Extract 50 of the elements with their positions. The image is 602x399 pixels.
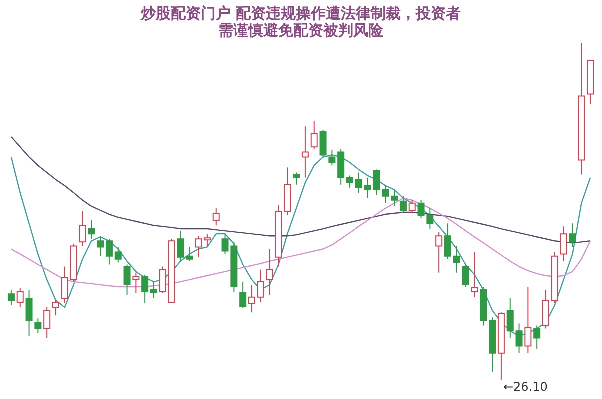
candlestick xyxy=(106,238,113,266)
candlestick xyxy=(16,288,24,308)
candlestick xyxy=(408,200,416,214)
candlestick xyxy=(8,290,15,306)
candlestick xyxy=(471,252,478,298)
candlestick xyxy=(124,264,131,296)
candlestick xyxy=(310,121,318,150)
candlestick xyxy=(462,264,470,288)
candlestick xyxy=(97,236,104,257)
candlestick xyxy=(132,272,140,294)
candlestick xyxy=(88,220,96,240)
candlestick xyxy=(114,246,122,264)
candlestick xyxy=(382,185,390,204)
candlestick xyxy=(524,286,532,354)
candlestick xyxy=(444,223,452,260)
candlestick xyxy=(248,284,256,314)
candlestick xyxy=(293,172,300,186)
candlestick xyxy=(320,129,327,158)
candlestick xyxy=(391,190,398,207)
candlestick xyxy=(195,236,202,258)
candlestick xyxy=(142,274,149,304)
candlestick xyxy=(328,150,336,166)
candlestick xyxy=(516,323,523,354)
candlestick xyxy=(150,281,158,299)
candlestick xyxy=(212,208,220,226)
candlestick xyxy=(302,126,309,178)
candlestick xyxy=(34,318,42,334)
candlestick xyxy=(569,223,576,248)
candlestick xyxy=(79,211,86,247)
candlestick xyxy=(186,246,194,262)
candlestick xyxy=(177,230,184,262)
candlestick xyxy=(436,232,443,274)
candlestick xyxy=(204,234,211,248)
candlestick xyxy=(52,300,60,316)
candlestick xyxy=(534,325,541,350)
candlestick xyxy=(61,266,68,304)
candlestick xyxy=(400,196,407,214)
chart-title: 炒股配资门户 配资违规操作遭法律制裁，投资者需谨慎避免配资被判风险 xyxy=(140,4,462,40)
candlestick xyxy=(506,298,514,339)
annotation: ←26.10 xyxy=(503,380,548,394)
candlestick xyxy=(26,290,33,337)
candlestick xyxy=(257,269,264,303)
candlestick xyxy=(44,307,51,339)
candlestick xyxy=(159,266,166,294)
candlestick xyxy=(240,281,247,310)
candlestick xyxy=(560,226,568,262)
candlestick xyxy=(453,246,460,274)
candlestick xyxy=(355,172,362,194)
candlestick xyxy=(346,175,354,188)
candlestick xyxy=(266,248,274,296)
